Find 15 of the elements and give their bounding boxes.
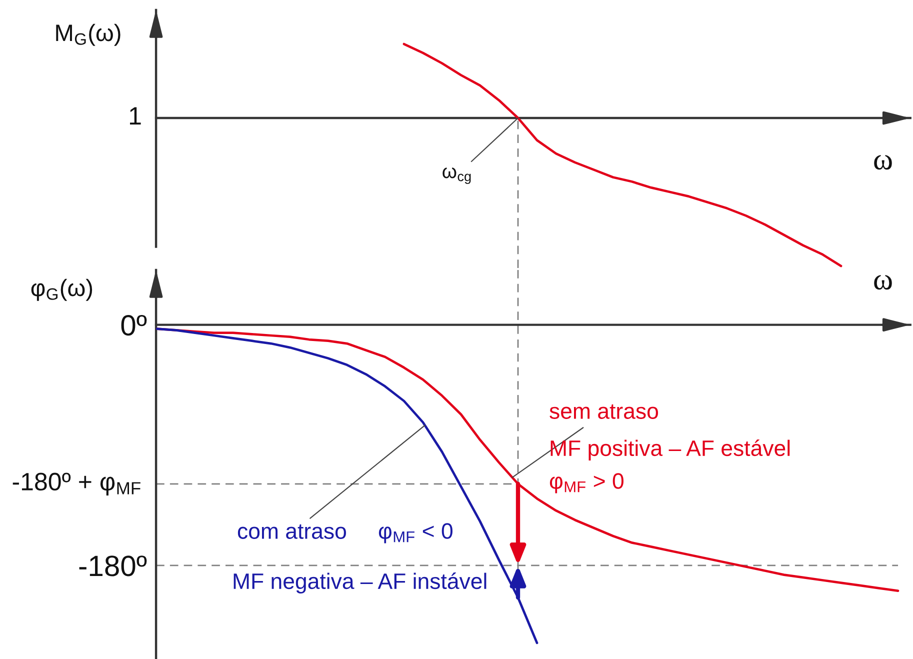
text: -180º + φ$_{MF}$ [12,472,140,496]
text: com atraso [238,524,346,539]
annotation: ω$_{cg}$ [442,168,471,184]
text: sem atraso [550,404,658,419]
x-axis-title: ω [874,155,892,170]
annotation: MF negativa – AF instável [234,572,486,594]
y-axis-title: M$_{G}$(ω) [56,24,120,46]
x-axis-title: ω [874,275,892,290]
annotation: MF positiva – AF estável [550,440,790,460]
y-tick-label: 0º [121,314,147,336]
annotation: φ$_{MF}$ < 0 [378,523,452,544]
text: 1 [130,107,141,124]
y-axis-title: φ$_{G}$(ω) [31,278,92,301]
y-tick-label: -180º [79,556,147,576]
annotation: φ$_{MF}$ > 0 [550,473,624,494]
